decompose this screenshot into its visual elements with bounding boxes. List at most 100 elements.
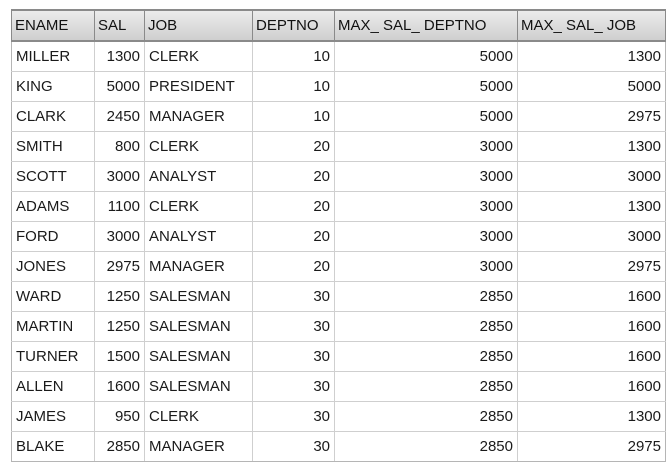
cell-sal[interactable]: 1600 bbox=[94, 371, 145, 402]
table-row[interactable]: WARD 1250 SALESMAN 30 2850 1600 bbox=[11, 281, 666, 312]
cell-job[interactable]: MANAGER bbox=[144, 101, 253, 132]
cell-ename[interactable]: BLAKE bbox=[11, 431, 95, 462]
table-row[interactable]: ADAMS 1100 CLERK 20 3000 1300 bbox=[11, 191, 666, 222]
cell-ename[interactable]: MILLER bbox=[11, 40, 95, 72]
cell-max-sal-job[interactable]: 1300 bbox=[517, 191, 666, 222]
cell-max-sal-job[interactable]: 3000 bbox=[517, 161, 666, 192]
cell-max-sal-job[interactable]: 1300 bbox=[517, 401, 666, 432]
table-row[interactable]: MARTIN 1250 SALESMAN 30 2850 1600 bbox=[11, 311, 666, 342]
cell-sal[interactable]: 800 bbox=[94, 131, 145, 162]
cell-job[interactable]: PRESIDENT bbox=[144, 71, 253, 102]
cell-max-sal-job[interactable]: 1600 bbox=[517, 371, 666, 402]
cell-job[interactable]: CLERK bbox=[144, 131, 253, 162]
cell-max-sal-deptno[interactable]: 3000 bbox=[334, 251, 518, 282]
column-header-job[interactable]: JOB bbox=[144, 9, 253, 42]
cell-max-sal-deptno[interactable]: 3000 bbox=[334, 131, 518, 162]
cell-deptno[interactable]: 30 bbox=[252, 401, 335, 432]
cell-ename[interactable]: SCOTT bbox=[11, 161, 95, 192]
cell-deptno[interactable]: 20 bbox=[252, 161, 335, 192]
cell-job[interactable]: ANALYST bbox=[144, 221, 253, 252]
cell-max-sal-deptno[interactable]: 2850 bbox=[334, 401, 518, 432]
cell-sal[interactable]: 2975 bbox=[94, 251, 145, 282]
table-row[interactable]: KING 5000 PRESIDENT 10 5000 5000 bbox=[11, 71, 666, 102]
table-row[interactable]: JONES 2975 MANAGER 20 3000 2975 bbox=[11, 251, 666, 282]
table-row[interactable]: SCOTT 3000 ANALYST 20 3000 3000 bbox=[11, 161, 666, 192]
cell-max-sal-job[interactable]: 1600 bbox=[517, 341, 666, 372]
cell-max-sal-deptno[interactable]: 5000 bbox=[334, 71, 518, 102]
column-header-sal[interactable]: SAL bbox=[94, 9, 145, 42]
cell-max-sal-job[interactable]: 2975 bbox=[517, 101, 666, 132]
cell-deptno[interactable]: 10 bbox=[252, 40, 335, 72]
cell-max-sal-job[interactable]: 1300 bbox=[517, 131, 666, 162]
column-header-deptno[interactable]: DEPTNO bbox=[252, 9, 335, 42]
cell-max-sal-deptno[interactable]: 3000 bbox=[334, 161, 518, 192]
cell-max-sal-deptno[interactable]: 2850 bbox=[334, 431, 518, 462]
cell-ename[interactable]: ALLEN bbox=[11, 371, 95, 402]
cell-max-sal-deptno[interactable]: 2850 bbox=[334, 311, 518, 342]
cell-max-sal-deptno[interactable]: 3000 bbox=[334, 191, 518, 222]
table-row[interactable]: FORD 3000 ANALYST 20 3000 3000 bbox=[11, 221, 666, 252]
cell-max-sal-job[interactable]: 2975 bbox=[517, 431, 666, 462]
cell-deptno[interactable]: 30 bbox=[252, 371, 335, 402]
cell-max-sal-job[interactable]: 2975 bbox=[517, 251, 666, 282]
cell-ename[interactable]: JONES bbox=[11, 251, 95, 282]
cell-ename[interactable]: CLARK bbox=[11, 101, 95, 132]
column-header-ename[interactable]: ENAME bbox=[11, 9, 95, 42]
cell-job[interactable]: ANALYST bbox=[144, 161, 253, 192]
cell-max-sal-job[interactable]: 3000 bbox=[517, 221, 666, 252]
table-row[interactable]: BLAKE 2850 MANAGER 30 2850 2975 bbox=[11, 431, 666, 462]
cell-job[interactable]: SALESMAN bbox=[144, 371, 253, 402]
table-row[interactable]: JAMES 950 CLERK 30 2850 1300 bbox=[11, 401, 666, 432]
cell-max-sal-deptno[interactable]: 2850 bbox=[334, 281, 518, 312]
table-row[interactable]: ALLEN 1600 SALESMAN 30 2850 1600 bbox=[11, 371, 666, 402]
cell-deptno[interactable]: 30 bbox=[252, 431, 335, 462]
cell-max-sal-deptno[interactable]: 2850 bbox=[334, 341, 518, 372]
cell-sal[interactable]: 3000 bbox=[94, 161, 145, 192]
cell-deptno[interactable]: 30 bbox=[252, 281, 335, 312]
cell-ename[interactable]: FORD bbox=[11, 221, 95, 252]
table-row[interactable]: MILLER 1300 CLERK 10 5000 1300 bbox=[11, 40, 666, 72]
cell-ename[interactable]: ADAMS bbox=[11, 191, 95, 222]
cell-max-sal-job[interactable]: 1600 bbox=[517, 311, 666, 342]
cell-job[interactable]: SALESMAN bbox=[144, 341, 253, 372]
cell-sal[interactable]: 3000 bbox=[94, 221, 145, 252]
column-header-max-sal-deptno[interactable]: MAX_ SAL_ DEPTNO bbox=[334, 9, 518, 42]
cell-max-sal-deptno[interactable]: 5000 bbox=[334, 101, 518, 132]
cell-deptno[interactable]: 20 bbox=[252, 131, 335, 162]
table-row[interactable]: CLARK 2450 MANAGER 10 5000 2975 bbox=[11, 101, 666, 132]
cell-deptno[interactable]: 30 bbox=[252, 341, 335, 372]
cell-ename[interactable]: JAMES bbox=[11, 401, 95, 432]
cell-max-sal-job[interactable]: 1600 bbox=[517, 281, 666, 312]
cell-deptno[interactable]: 10 bbox=[252, 71, 335, 102]
cell-job[interactable]: CLERK bbox=[144, 40, 253, 72]
cell-job[interactable]: CLERK bbox=[144, 191, 253, 222]
cell-sal[interactable]: 2450 bbox=[94, 101, 145, 132]
cell-job[interactable]: MANAGER bbox=[144, 431, 253, 462]
cell-deptno[interactable]: 20 bbox=[252, 221, 335, 252]
cell-job[interactable]: CLERK bbox=[144, 401, 253, 432]
cell-deptno[interactable]: 20 bbox=[252, 251, 335, 282]
cell-max-sal-job[interactable]: 5000 bbox=[517, 71, 666, 102]
cell-sal[interactable]: 1250 bbox=[94, 281, 145, 312]
cell-ename[interactable]: WARD bbox=[11, 281, 95, 312]
cell-job[interactable]: SALESMAN bbox=[144, 281, 253, 312]
cell-job[interactable]: SALESMAN bbox=[144, 311, 253, 342]
cell-sal[interactable]: 2850 bbox=[94, 431, 145, 462]
cell-deptno[interactable]: 10 bbox=[252, 101, 335, 132]
cell-ename[interactable]: KING bbox=[11, 71, 95, 102]
cell-max-sal-job[interactable]: 1300 bbox=[517, 40, 666, 72]
cell-sal[interactable]: 1300 bbox=[94, 40, 145, 72]
cell-max-sal-deptno[interactable]: 2850 bbox=[334, 371, 518, 402]
cell-sal[interactable]: 1250 bbox=[94, 311, 145, 342]
cell-sal[interactable]: 1500 bbox=[94, 341, 145, 372]
cell-deptno[interactable]: 20 bbox=[252, 191, 335, 222]
cell-sal[interactable]: 1100 bbox=[94, 191, 145, 222]
cell-job[interactable]: MANAGER bbox=[144, 251, 253, 282]
column-header-max-sal-job[interactable]: MAX_ SAL_ JOB bbox=[517, 9, 666, 42]
cell-sal[interactable]: 950 bbox=[94, 401, 145, 432]
cell-max-sal-deptno[interactable]: 3000 bbox=[334, 221, 518, 252]
cell-deptno[interactable]: 30 bbox=[252, 311, 335, 342]
table-row[interactable]: TURNER 1500 SALESMAN 30 2850 1600 bbox=[11, 341, 666, 372]
table-row[interactable]: SMITH 800 CLERK 20 3000 1300 bbox=[11, 131, 666, 162]
cell-ename[interactable]: MARTIN bbox=[11, 311, 95, 342]
